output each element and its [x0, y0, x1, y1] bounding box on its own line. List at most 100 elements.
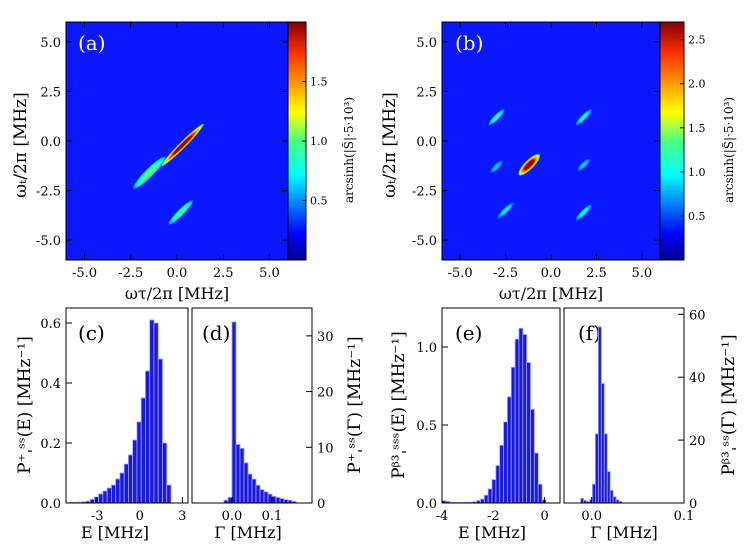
y-tick-label: 20 [689, 434, 706, 449]
heatmap-b-ridge [518, 154, 540, 176]
y-tick-label: 40 [689, 371, 706, 386]
xlabel-c: E [MHz] [81, 523, 149, 542]
y-tick-label: 0 [317, 497, 325, 512]
histogram-bar [609, 490, 614, 504]
histogram-bar [231, 321, 237, 504]
histogram-bar [518, 327, 524, 504]
histogram-bar [594, 433, 599, 504]
colorbar-tick-label: 2.5 [688, 34, 706, 47]
heatmap-a-background [66, 22, 288, 260]
histogram-bar [495, 465, 501, 504]
y-tick-label: 10 [317, 441, 334, 456]
colorbar-tick-label: 1.0 [688, 166, 706, 179]
colorbar-tick-label: 2.0 [688, 78, 706, 91]
xlabel-f: Γ [MHz] [590, 523, 657, 542]
ylabel-d: P⁺ˌˢˢ(Γ) [MHz⁻¹] [345, 336, 365, 473]
x-tick-label: 0.0 [167, 266, 188, 281]
ylabel-b: ωₜ/2π [MHz] [380, 92, 400, 198]
x-tick-label: 2.5 [213, 266, 234, 281]
colorbar-a-label: arcsinh(|S̃|·5·10³) [341, 97, 356, 203]
histogram-bar [162, 442, 168, 504]
heatmap-b-ridge-layer [580, 113, 588, 121]
xlabel-a: ωτ/2π [MHz] [125, 284, 229, 303]
histogram-bar [128, 454, 134, 504]
histogram-d-bars [223, 321, 297, 504]
histogram-bar [603, 433, 608, 504]
y-tick-label: 0 [689, 497, 697, 512]
histogram-bar [612, 496, 617, 504]
y-tick-label: 30 [317, 330, 334, 345]
histogram-bar [580, 497, 584, 504]
heatmap-b-background [442, 22, 660, 260]
x-tick-label: 0.1 [262, 509, 283, 524]
x-tick-label: -4 [436, 509, 449, 524]
heatmap-b-axes: -5.0 -2.5 0.0 2.5 5.0 5.0 2.5 0.0 -2.5 -5.0 [412, 22, 660, 281]
y-tick-label: 0.2 [40, 437, 61, 452]
heatmap-a-ridge [168, 200, 193, 225]
panel-label-b: (b) [455, 31, 483, 55]
y-tick-label: 0.0 [416, 135, 437, 150]
x-tick-label: -2.5 [493, 266, 518, 281]
colorbar-a-ticks: 1.5 1.0 0.5 [302, 76, 328, 208]
y-tick-label: -2.5 [412, 185, 437, 200]
y-tick-label: 60 [689, 308, 706, 323]
histogram-bar [275, 497, 281, 504]
histogram-c-bars [68, 319, 172, 504]
y-tick-label: 2.5 [416, 85, 437, 100]
panel-label-f: (f) [578, 321, 601, 345]
histogram-bar [514, 338, 520, 504]
x-tick-label: 0 [136, 509, 144, 524]
x-tick-label: 2.5 [586, 266, 607, 281]
ylabel-a: ωₜ/2π [MHz] [11, 92, 31, 198]
histogram-bar [243, 462, 249, 504]
heatmap-a-ridge [133, 156, 166, 189]
xlabel-e: E [MHz] [458, 523, 526, 542]
histogram-bar [606, 471, 611, 504]
histogram-bar [480, 498, 485, 504]
panel-d: P⁺ˌˢˢ(Γ) [MHz⁻¹] Γ [MHz] (d) 0.0 0.1 0 10 20… [191, 307, 365, 542]
y-tick-label: 0.4 [40, 377, 61, 392]
x-tick-label: -5.0 [448, 266, 473, 281]
histogram-f-bars [580, 326, 623, 504]
heatmap-b-ridge [577, 158, 590, 171]
histogram-bar [499, 444, 504, 504]
histogram-f-frame [563, 307, 685, 504]
histogram-bar [102, 490, 108, 504]
histogram-bar [600, 383, 605, 504]
panel-label-e: (e) [455, 321, 482, 345]
y-tick-label: 0.0 [40, 135, 61, 150]
heatmap-a-features [133, 123, 204, 225]
colorbar-b-ticks: 2.5 2.0 1.5 1.0 0.5 [680, 34, 706, 223]
y-tick-label: 2.5 [40, 85, 61, 100]
histogram-bar [93, 496, 100, 504]
histogram-bar [537, 483, 543, 504]
histogram-bar [267, 493, 273, 504]
colorbar-tick-label: 1.5 [688, 122, 706, 135]
panel-b: -5.0 -2.5 0.0 2.5 5.0 5.0 2.5 0.0 -2.5 -5.0 (b) ω… [380, 21, 736, 303]
heatmap-b-ridge-layer [580, 208, 588, 217]
x-tick-label: 5.0 [259, 266, 280, 281]
x-tick-label: 0 [540, 509, 548, 524]
histogram-bar [259, 489, 265, 504]
histogram-bar [522, 334, 528, 504]
heatmap-b-ridge [575, 109, 592, 126]
histogram-bar [239, 447, 245, 504]
x-tick-label: 3 [178, 509, 186, 524]
histogram-bar [526, 362, 531, 504]
x-tick-label: 0.0 [581, 509, 602, 524]
histogram-e-bars [441, 327, 547, 504]
x-tick-label: 5.0 [631, 266, 652, 281]
panel-c: P⁺ˌˢˢ(E) [MHz⁻¹] E [MHz] (c) -3 0 3 0.0 0.2 0… [15, 307, 189, 542]
histogram-bar [255, 484, 261, 504]
histogram-bar [149, 319, 155, 504]
y-tick-label: -5.0 [412, 234, 437, 249]
panel-label-c: (c) [78, 321, 105, 345]
heatmap-a-ridge-layer [175, 206, 187, 218]
histogram-bar [279, 498, 285, 504]
x-tick-label: -5.0 [72, 266, 97, 281]
y-tick-label: -5.0 [36, 234, 61, 249]
histogram-bar [119, 472, 125, 504]
colorbar-tick-label: 1.5 [310, 76, 328, 89]
y-tick-label: 1.0 [416, 341, 437, 356]
histogram-bar [140, 397, 146, 504]
